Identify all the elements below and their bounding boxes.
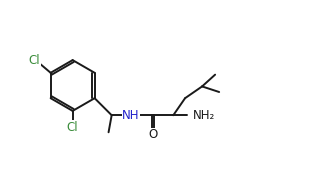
Text: NH: NH — [122, 109, 140, 122]
Text: Cl: Cl — [67, 121, 78, 134]
Text: Cl: Cl — [29, 54, 40, 67]
Text: NH₂: NH₂ — [193, 109, 215, 122]
Text: O: O — [149, 128, 158, 141]
